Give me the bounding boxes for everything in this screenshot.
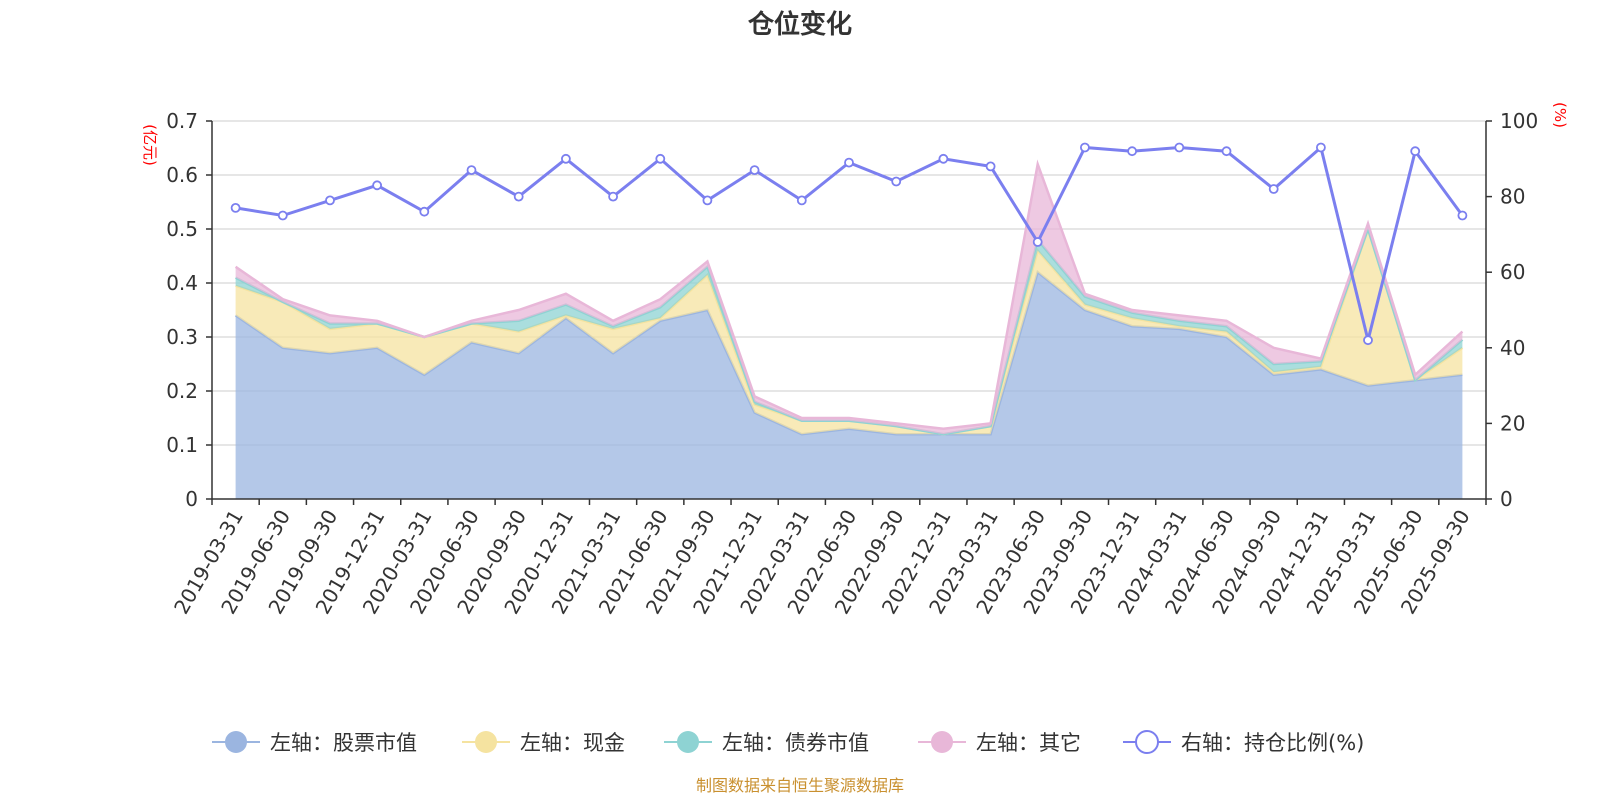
legend: 左轴：股票市值 左轴：现金 左轴：债券市值 左轴：其它 右轴：持仓比例(%) [212,730,1364,755]
left-tick-label: 0.2 [166,379,198,403]
legend-marker-左轴：其它 [931,731,953,753]
right-tick-label: 0 [1500,487,1513,511]
chart-title: 仓位变化 [747,9,852,40]
ratio-point [1080,142,1090,153]
ratio-point [891,176,902,187]
legend-marker-左轴：股票市值 [225,731,247,753]
left-tick-label: 0 [185,487,198,511]
ratio-point [1127,146,1137,157]
legend-marker-左轴：现金 [475,731,497,753]
legend-label: 右轴：持仓比例(%) [1181,731,1364,755]
right-tick-label: 80 [1500,185,1525,209]
ratio-point [655,153,666,164]
ratio-point [325,195,335,206]
ratio-point [1032,237,1043,247]
area-edge-左轴：其它 [234,159,1464,431]
ratio-point [466,165,477,176]
left-tick-label: 0.7 [166,109,198,133]
ratio-point [938,153,949,164]
ratio-point [702,195,713,206]
ratio-point [1174,142,1185,153]
ratio-point [230,202,241,213]
right-tick-label: 100 [1500,109,1538,133]
ratio-point [1457,210,1468,221]
data-source-note: 制图数据来自恒生聚源数据库 [696,776,904,795]
right-axis-unit: (%) [1551,102,1569,128]
ratio-point [985,161,996,172]
ratio-point [277,210,288,221]
ratio-point [513,191,524,202]
left-tick-label: 0.6 [166,163,198,187]
left-tick-label: 0.5 [166,217,198,241]
ratio-point [561,153,571,164]
ratio-point [844,157,854,168]
ratio-line-path [235,144,1464,341]
right-tick-label: 20 [1500,411,1525,435]
ratio-point [1363,335,1373,346]
legend-marker-左轴：债券市值 [677,731,699,753]
ratio-line [230,142,1468,346]
ratio-point [608,191,618,202]
ratio-point [1410,146,1421,157]
area-左轴：股票市值 [235,272,1463,499]
right-tick-label: 40 [1500,336,1525,360]
left-axis-unit: (亿元) [141,124,159,166]
ratio-point [1268,184,1279,194]
left-tick-label: 0.4 [166,271,198,295]
stacked-areas [234,159,1464,499]
legend-marker-右轴：持仓比例(%) [1135,730,1159,754]
ratio-point [1221,146,1232,157]
legend-label: 左轴：其它 [976,731,1081,755]
left-tick-label: 0.1 [166,433,198,457]
ratio-point [419,206,430,217]
ratio-point [749,165,760,176]
ratio-point [1316,142,1326,153]
legend-label: 左轴：现金 [520,731,625,755]
legend-label: 左轴：债券市值 [722,731,869,755]
ratio-point [372,180,383,191]
legend-label: 左轴：股票市值 [270,731,417,755]
right-tick-label: 60 [1500,260,1525,284]
ratio-point [796,195,807,206]
left-tick-label: 0.3 [166,325,198,349]
